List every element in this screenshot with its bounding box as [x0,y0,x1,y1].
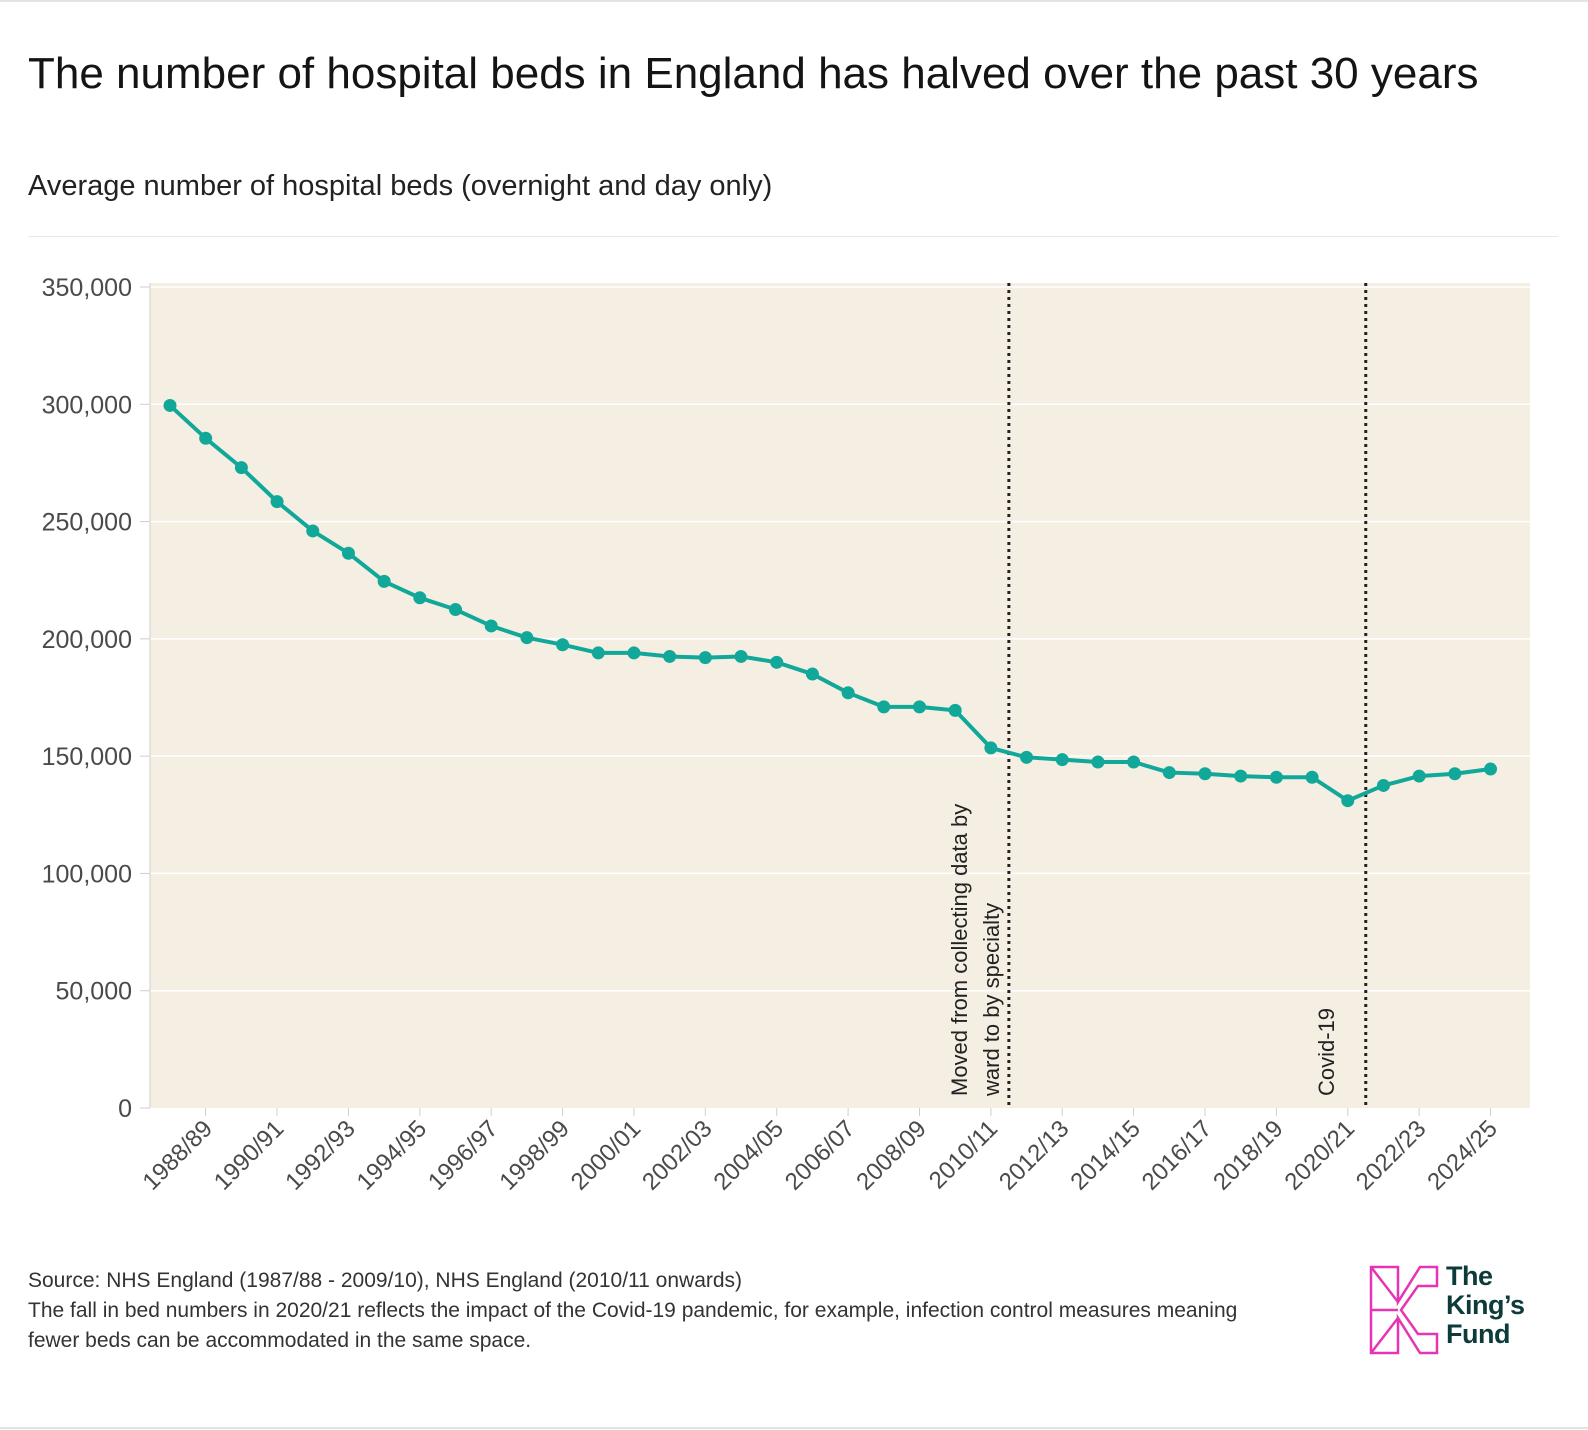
gridlines [150,286,1530,992]
data-point [805,667,819,681]
logo-line-2: King’s [1446,1290,1525,1320]
data-point [591,646,605,660]
data-point [1341,794,1355,808]
data-point [770,655,784,669]
data-point [1020,750,1034,764]
data-point [1127,755,1141,769]
x-tick-label: 2000/01 [566,1115,646,1195]
annotation-label: ward to by specialty [979,903,1004,1097]
x-tick-label: 2010/11 [924,1115,1003,1194]
data-point [1055,753,1069,767]
x-tick-label: 2016/17 [1137,1115,1217,1195]
x-axis: 1988/891990/911992/931994/951996/971998/… [137,1108,1503,1196]
x-tick-label: 1988/89 [137,1115,217,1195]
data-point [734,649,748,663]
data-point [377,574,391,588]
data-point [1162,766,1176,780]
data-point [341,546,355,560]
y-tick-label: 250,000 [42,509,132,537]
line-chart: 0 50,000 100,000 150,000 200,000 250,000 300,0… [42,274,1530,1196]
x-tick-label: 2020/21 [1280,1115,1360,1195]
annotation-label: Moved from collecting data by [947,804,972,1096]
data-point [984,741,998,755]
series-layer [163,398,1498,808]
data-point [163,398,177,412]
x-tick-label: 2018/19 [1208,1115,1288,1195]
y-tick-label: 0 [118,1095,132,1123]
data-point [627,646,641,660]
data-point [912,700,926,714]
data-point [556,638,570,652]
x-tick-label: 1990/91 [209,1115,289,1195]
annotation-label: Covid-19 [1314,1008,1339,1096]
logo-line-3: Fund [1446,1319,1510,1349]
source-note: Source: NHS England (1987/88 - 2009/10),… [28,1269,743,1292]
data-point [1305,770,1319,784]
data-point [1269,770,1283,784]
data-point [841,686,855,700]
footer: Source: NHS England (1987/88 - 2009/10),… [28,1266,1288,1356]
x-tick-label: 2008/09 [851,1115,931,1195]
data-point [234,461,248,475]
chart-subtitle: Average number of hospital beds (overnig… [28,170,773,202]
plot-background [150,283,1530,1108]
data-point [1376,778,1390,792]
kings-fund-logo-mark-icon [1369,1265,1439,1355]
logo-line-1: The [1446,1261,1493,1291]
x-tick-label: 2024/25 [1422,1115,1502,1195]
bottom-border [0,1427,1588,1429]
y-tick-label: 50,000 [56,978,132,1006]
y-axis: 0 50,000 100,000 150,000 200,000 250,000 300,0… [42,274,151,1123]
y-tick-label: 200,000 [42,626,132,654]
data-point [270,495,284,509]
chart-title: The number of hospital beds in England h… [28,49,1479,98]
x-tick-label: 1992/93 [280,1115,360,1195]
explanatory-note: The fall in bed numbers in 2020/21 refle… [28,1299,1238,1352]
x-tick-label: 2006/07 [780,1115,860,1195]
data-point [1448,767,1462,781]
data-point [199,431,213,445]
header-divider [28,236,1558,237]
annotations: Moved from collecting data by ward to by … [947,283,1368,1108]
top-border [0,0,1588,2]
data-point [877,700,891,714]
x-tick-label: 2022/23 [1351,1115,1431,1195]
x-tick-label: 1998/99 [494,1115,574,1195]
data-point [484,619,498,633]
y-tick-label: 150,000 [42,743,132,771]
data-point [1484,762,1498,776]
logo-wordmark: The King’s Fund [1446,1262,1525,1349]
data-point [520,631,534,645]
x-tick-label: 2012/13 [994,1115,1074,1195]
data-point [698,651,712,665]
kings-fund-logo: The King’s Fund [1368,1262,1558,1362]
y-tick-label: 100,000 [42,860,132,888]
x-tick-label: 2004/05 [709,1115,789,1195]
data-point [1412,769,1426,783]
data-point [449,603,463,617]
data-point [306,524,320,538]
data-point [1234,769,1248,783]
x-tick-label: 2002/03 [637,1115,717,1195]
y-tick-label: 350,000 [42,274,132,302]
data-point [1198,767,1212,781]
data-point [1091,755,1105,769]
x-tick-label: 1994/95 [352,1115,432,1195]
y-tick-label: 300,000 [42,391,132,419]
x-tick-label: 1996/97 [423,1115,503,1195]
data-point [948,703,962,717]
data-point [663,649,677,663]
data-point [413,591,427,605]
x-tick-label: 2014/15 [1065,1115,1145,1195]
